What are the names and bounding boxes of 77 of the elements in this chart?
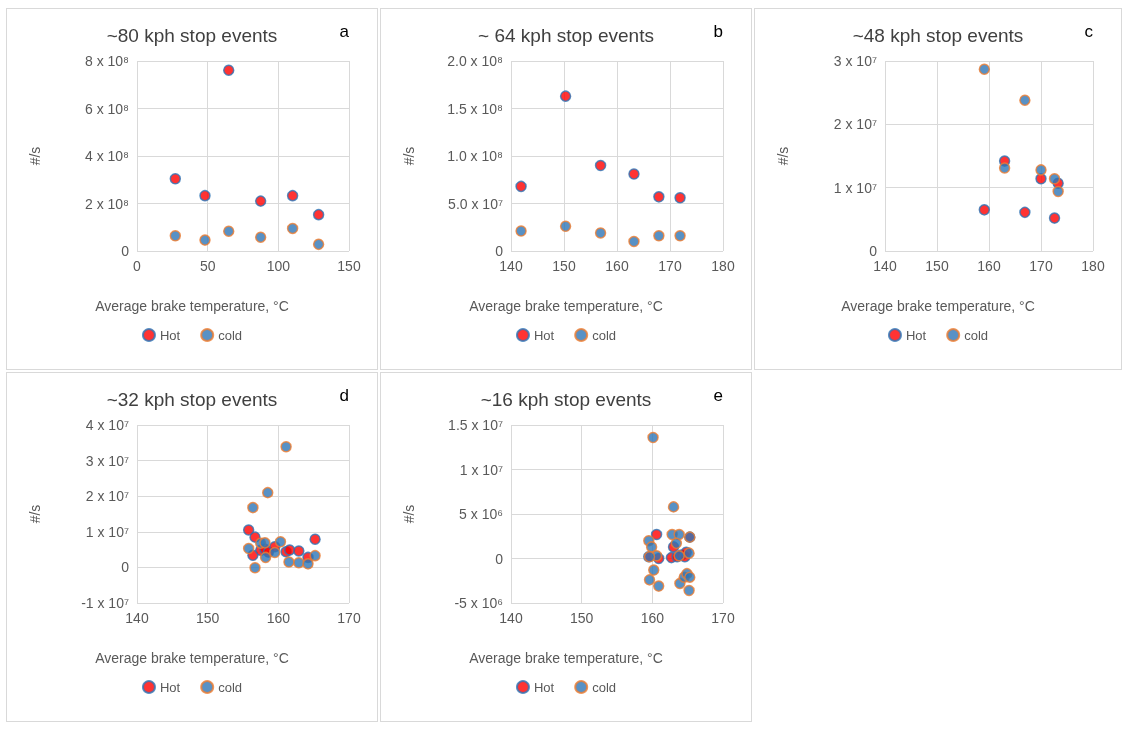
y-tick-label: 1 x 10⁷	[459, 461, 503, 478]
x-axis-title: Average brake temperature, °C	[95, 298, 289, 314]
y-tick-label: 6 x 10⁸	[84, 100, 130, 117]
y-tick-label: 0	[869, 243, 878, 259]
x-tick-label: 0	[133, 258, 142, 274]
x-tick-label: 160	[266, 610, 291, 626]
y-tick-label: 1 x 10⁷	[833, 179, 877, 196]
x-tick-label: 170	[1029, 258, 1053, 274]
x-axis-title: Average brake temperature, °C	[469, 298, 663, 314]
y-tick-label: 2 x 10⁷	[833, 116, 877, 133]
y-tick-label: 5.0 x 10⁷	[448, 195, 503, 212]
x-tick-label: 170	[337, 610, 361, 626]
x-tick-label: 170	[658, 258, 682, 274]
y-tick-label: 1.5 x 10⁸	[447, 100, 504, 117]
legend-label: Hot	[159, 327, 181, 343]
chart-title: ~80 kph stop events	[106, 25, 278, 46]
y-tick-label: 3 x 10⁷	[833, 53, 877, 69]
x-tick-label: 150	[195, 610, 220, 626]
x-tick-label: 180	[711, 258, 735, 274]
y-axis-title: #/s	[775, 146, 791, 166]
text: c	[1084, 22, 1094, 41]
y-tick-label: 5 x 10⁶	[459, 506, 503, 522]
x-tick-label: 160	[640, 610, 665, 626]
legend-label: Hot	[905, 327, 927, 343]
x-tick-label: 160	[605, 258, 629, 274]
x-axis-title: Average brake temperature, °C	[95, 650, 289, 666]
x-tick-label: 150	[337, 258, 361, 274]
y-tick-label: -1 x 10⁷	[81, 595, 129, 611]
text: d	[339, 386, 350, 405]
y-tick-label: 2.0 x 10⁸	[447, 53, 504, 69]
y-tick-label: -5 x 10⁶	[454, 595, 503, 611]
x-tick-label: 150	[552, 258, 576, 274]
text: b	[713, 22, 724, 41]
legend-label: cold	[218, 327, 243, 343]
x-tick-label: 160	[977, 258, 1001, 274]
x-tick-label: 140	[499, 258, 523, 274]
y-axis-title: #/s	[27, 146, 43, 166]
x-tick-label: 170	[711, 610, 735, 626]
x-tick-label: 140	[125, 610, 149, 626]
legend-label: cold	[592, 327, 617, 343]
legend-label: Hot	[533, 679, 555, 695]
legend-label: Hot	[159, 679, 181, 695]
y-axis-title: #/s	[401, 504, 417, 524]
x-tick-label: 140	[873, 258, 897, 274]
chart-title: ~32 kph stop events	[106, 389, 278, 410]
text: a	[339, 22, 350, 41]
chart-title: ~48 kph stop events	[852, 25, 1024, 46]
legend-label: cold	[964, 327, 989, 343]
y-tick-label: 2 x 10⁸	[84, 195, 130, 212]
y-tick-label: 3 x 10⁷	[85, 452, 129, 469]
y-tick-label: 0	[121, 559, 130, 576]
x-axis-title: Average brake temperature, °C	[841, 298, 1035, 314]
x-tick-label: 180	[1081, 258, 1105, 274]
y-tick-label: 4 x 10⁷	[85, 417, 129, 433]
legend-label: cold	[592, 679, 617, 695]
legend-label: Hot	[533, 327, 555, 343]
y-axis-title: #/s	[401, 146, 417, 166]
x-tick-label: 140	[499, 610, 523, 626]
chart-title: ~16 kph stop events	[480, 389, 652, 410]
chart-title: ~ 64 kph stop events	[478, 25, 654, 46]
y-tick-label: 2 x 10⁷	[85, 488, 129, 505]
x-tick-label: 150	[569, 610, 594, 626]
y-tick-label: 4 x 10⁸	[84, 148, 130, 164]
y-tick-label: 1 x 10⁷	[85, 523, 129, 540]
x-tick-label: 50	[199, 258, 216, 274]
text: e	[713, 386, 724, 405]
y-tick-label: 1.0 x 10⁸	[447, 148, 504, 164]
legend-label: cold	[218, 679, 243, 695]
x-axis-title: Average brake temperature, °C	[469, 650, 663, 666]
x-tick-label: 100	[266, 258, 291, 274]
y-tick-label: 8 x 10⁸	[84, 53, 130, 69]
y-tick-label: 1.5 x 10⁷	[448, 417, 503, 433]
y-axis-title: #/s	[27, 504, 43, 524]
y-tick-label: 0	[121, 243, 130, 259]
y-tick-label: 0	[495, 243, 504, 259]
x-tick-label: 150	[925, 258, 949, 274]
y-tick-label: 0	[495, 550, 504, 567]
